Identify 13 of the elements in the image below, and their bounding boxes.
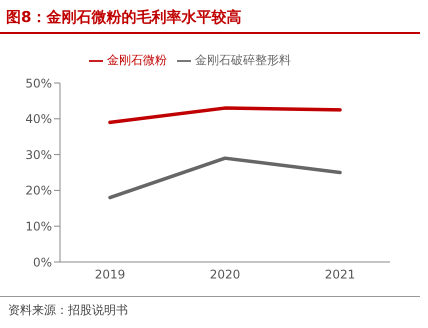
y-tick-label: 40% bbox=[25, 112, 52, 126]
legend-label: 金刚石微粉 bbox=[107, 53, 167, 67]
x-tick-label: 2021 bbox=[324, 268, 356, 282]
y-tick-label: 10% bbox=[25, 219, 52, 234]
legend-label: 金刚石破碎整形料 bbox=[195, 53, 291, 67]
chart-title: 图8：金刚石微粉的毛利率水平较高 bbox=[6, 8, 242, 27]
y-tick-label: 20% bbox=[25, 184, 52, 198]
y-tick-label: 30% bbox=[25, 148, 52, 162]
y-tick-label: 0% bbox=[32, 255, 52, 270]
y-tick-label: 50% bbox=[25, 76, 52, 90]
x-tick-label: 2019 bbox=[94, 268, 126, 282]
x-tick-label: 2020 bbox=[210, 268, 240, 282]
text: 资料来源：招股说明书 bbox=[8, 302, 128, 319]
